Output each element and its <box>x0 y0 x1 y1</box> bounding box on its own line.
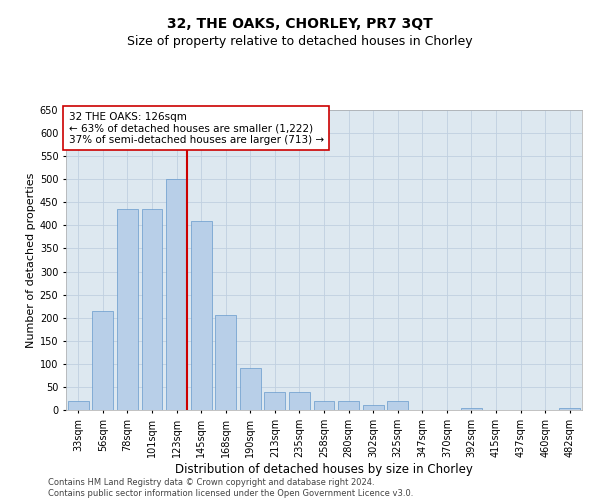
Text: 32, THE OAKS, CHORLEY, PR7 3QT: 32, THE OAKS, CHORLEY, PR7 3QT <box>167 18 433 32</box>
Bar <box>240 368 261 410</box>
Y-axis label: Number of detached properties: Number of detached properties <box>26 172 35 348</box>
Bar <box>461 408 482 410</box>
Text: Size of property relative to detached houses in Chorley: Size of property relative to detached ho… <box>127 35 473 48</box>
Bar <box>387 401 408 410</box>
Bar <box>166 179 187 410</box>
Bar <box>142 209 163 410</box>
Bar <box>362 406 383 410</box>
Bar <box>191 221 212 410</box>
Bar <box>117 209 138 410</box>
X-axis label: Distribution of detached houses by size in Chorley: Distribution of detached houses by size … <box>175 462 473 475</box>
Bar <box>559 408 580 410</box>
Bar <box>265 392 286 410</box>
Bar <box>338 401 359 410</box>
Text: Contains HM Land Registry data © Crown copyright and database right 2024.
Contai: Contains HM Land Registry data © Crown c… <box>48 478 413 498</box>
Bar <box>92 311 113 410</box>
Bar <box>289 392 310 410</box>
Bar <box>314 401 334 410</box>
Text: 32 THE OAKS: 126sqm
← 63% of detached houses are smaller (1,222)
37% of semi-det: 32 THE OAKS: 126sqm ← 63% of detached ho… <box>68 112 324 144</box>
Bar <box>215 316 236 410</box>
Bar <box>68 401 89 410</box>
